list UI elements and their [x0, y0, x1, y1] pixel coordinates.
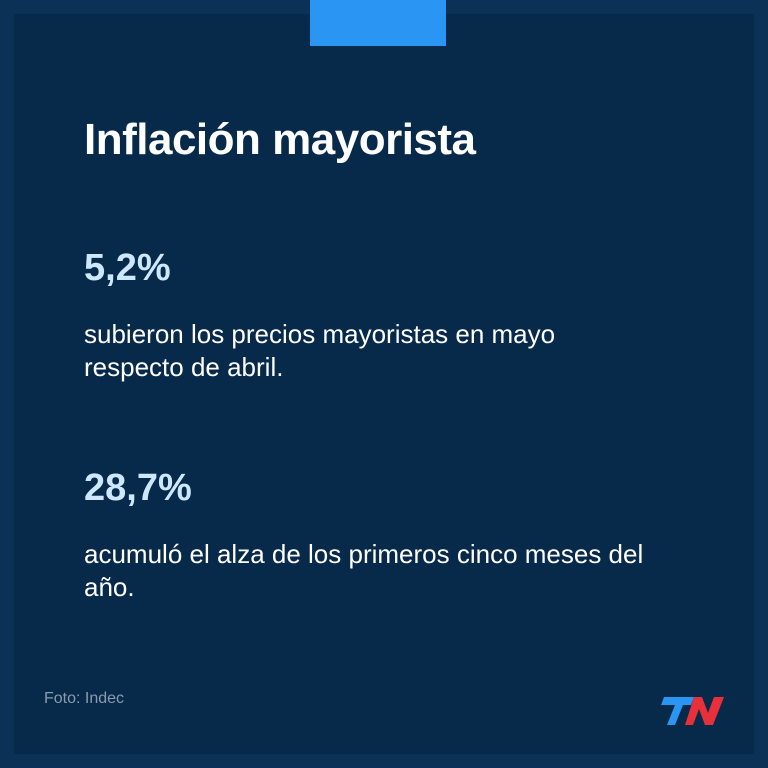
stat-value-monthly: 5,2%: [84, 247, 171, 289]
stat-description-monthly: subieron los precios mayoristas en mayo …: [84, 319, 556, 382]
tn-logo: [661, 697, 724, 725]
stat-value-cumulative: 28,7%: [84, 467, 192, 509]
stat-description-cumulative: acumuló el alza de los primeros cinco me…: [84, 539, 644, 602]
page-title: Inflación mayorista: [84, 115, 476, 164]
photo-credit: Foto: Indec: [44, 690, 125, 707]
accent-tab: [310, 0, 446, 46]
tn-logo-n: [685, 697, 724, 725]
tn-logo-t: [661, 697, 694, 725]
infographic-card: [14, 14, 754, 754]
